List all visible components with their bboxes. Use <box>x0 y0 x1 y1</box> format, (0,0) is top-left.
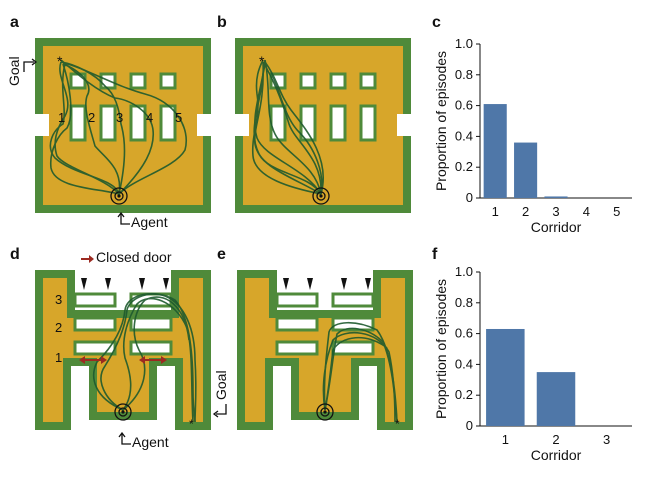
y-axis-label: Proportion of episodes <box>433 279 449 419</box>
chart-f: 0 0.2 0.4 0.6 0.8 1.0 1 2 3 Corridor Proportion of… <box>433 264 632 463</box>
maze-b: * <box>235 38 411 213</box>
maze-floor <box>43 46 203 205</box>
maze-a: * <box>35 38 211 213</box>
agent-label-a: Agent <box>131 214 168 230</box>
goal-label-e: Goal <box>213 370 229 400</box>
chart-c: 0 0.2 0.4 0.6 0.8 1.0 1 2 3 4 5 Corridor Proportion … <box>433 36 632 235</box>
corridor-number-1: 1 <box>58 110 66 125</box>
y-tick-label: 0 <box>466 190 473 205</box>
corridor-number-2-d: 2 <box>55 320 63 335</box>
corridor-number-2: 2 <box>88 110 96 125</box>
panel-label-f: f <box>432 246 438 263</box>
goal-label-a: Goal <box>6 56 22 86</box>
maze-d-corridors <box>73 292 173 356</box>
x-tick-label: 1 <box>492 204 499 219</box>
y-axis-label: Proportion of episodes <box>433 51 449 191</box>
panel-label-d: d <box>10 246 20 263</box>
corridor-number-5: 5 <box>175 110 183 125</box>
x-tick-label: 2 <box>522 204 529 219</box>
y-tick-label: 0.6 <box>455 326 473 341</box>
trajectories-e <box>322 321 398 423</box>
svg-text:*: * <box>259 53 265 69</box>
corridor-number-3-d: 3 <box>55 292 63 307</box>
x-axis-label: Corridor <box>531 447 582 463</box>
maze-d: * <box>35 270 211 430</box>
y-tick-label: 0.6 <box>455 98 473 113</box>
maze-notch <box>197 114 211 136</box>
y-tick-label: 1.0 <box>455 36 473 51</box>
svg-text:*: * <box>189 417 194 430</box>
maze-floor <box>245 278 405 422</box>
trajectories-a <box>49 59 187 195</box>
bar <box>536 372 576 426</box>
panel-label-b: b <box>217 14 227 31</box>
y-tick-label: 0 <box>466 418 473 433</box>
trajectories-b <box>251 59 324 195</box>
bar <box>514 142 538 198</box>
x-tick-label: 4 <box>583 204 590 219</box>
maze-notch <box>35 114 49 136</box>
agent-start-marker <box>110 187 128 205</box>
bar <box>544 196 568 198</box>
y-tick-label: 0.4 <box>455 356 473 371</box>
y-tick-label: 1.0 <box>455 264 473 279</box>
agent-arrow-icon <box>117 212 130 225</box>
x-tick-label: 2 <box>552 432 559 447</box>
goal-star: * <box>57 53 63 69</box>
bar <box>486 328 525 426</box>
x-tick-label: 3 <box>603 432 610 447</box>
x-tick-label: 1 <box>502 432 509 447</box>
agent-label-d: Agent <box>132 434 169 450</box>
bar <box>483 104 507 198</box>
maze-e: * <box>237 270 413 430</box>
panel-label-c: c <box>432 14 441 31</box>
maze-floor <box>43 278 203 422</box>
goal-arrow-icon <box>23 58 38 72</box>
y-tick-label: 0.8 <box>455 67 473 82</box>
panel-label-e: e <box>217 246 226 263</box>
corridor-number-3: 3 <box>116 110 124 125</box>
x-tick-label: 3 <box>552 204 559 219</box>
maze-room-row-top <box>69 72 177 90</box>
svg-text:*: * <box>395 417 400 430</box>
panel-label-a: a <box>10 14 19 31</box>
maze-d-spikes <box>81 278 169 290</box>
y-tick-label: 0.2 <box>455 159 473 174</box>
closed-door-label: Closed door <box>96 249 172 265</box>
goal-arrow-icon <box>212 404 227 418</box>
closed-door-arrow-icon <box>81 255 94 263</box>
corridor-number-4: 4 <box>146 110 154 125</box>
agent-arrow-icon <box>118 432 131 445</box>
maze-corridor-pillars <box>69 104 177 142</box>
y-tick-label: 0.4 <box>455 128 473 143</box>
closed-door-markers <box>79 356 167 364</box>
y-tick-label: 0.8 <box>455 295 473 310</box>
x-axis-label: Corridor <box>531 219 582 235</box>
y-tick-label: 0.2 <box>455 387 473 402</box>
corridor-number-1-d: 1 <box>55 350 63 365</box>
x-tick-label: 5 <box>613 204 620 219</box>
trajectories-d <box>93 292 197 423</box>
